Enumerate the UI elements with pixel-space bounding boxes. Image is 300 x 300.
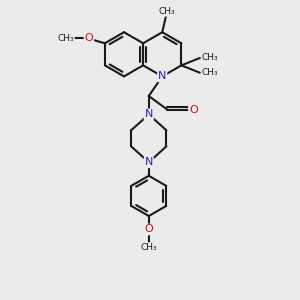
Text: N: N <box>145 157 153 167</box>
Text: CH₃: CH₃ <box>57 34 74 43</box>
Text: CH₃: CH₃ <box>159 7 175 16</box>
Text: N: N <box>145 110 153 119</box>
Text: CH₃: CH₃ <box>202 53 218 62</box>
Text: O: O <box>189 104 198 115</box>
Text: CH₃: CH₃ <box>202 68 218 77</box>
Text: CH₃: CH₃ <box>140 243 157 252</box>
Text: N: N <box>158 71 166 81</box>
Text: O: O <box>85 33 93 43</box>
Text: O: O <box>144 224 153 235</box>
